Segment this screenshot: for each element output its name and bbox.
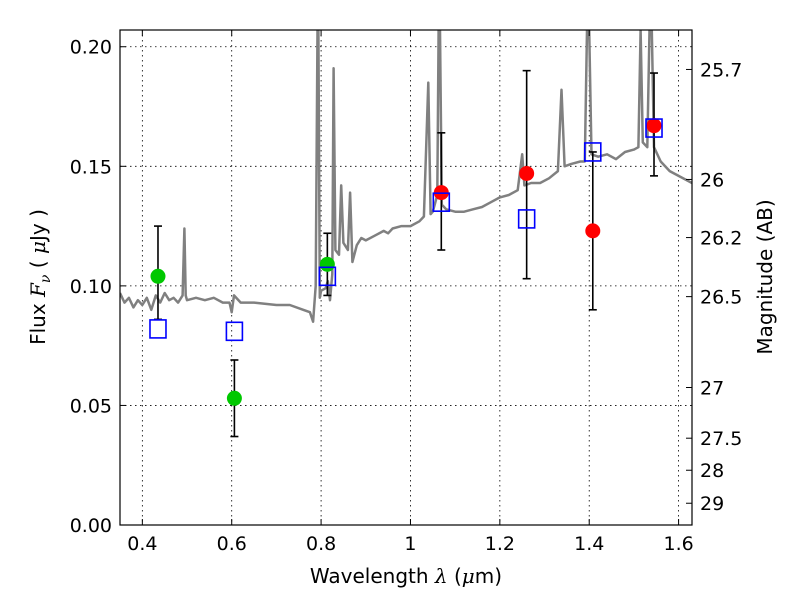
magnitude-tick-label: 26 [700, 169, 724, 191]
x-tick-label: 0.4 [127, 533, 157, 555]
y-tick-label: 0.10 [70, 276, 112, 298]
x-axis-label: Wavelength λ (μm) [310, 564, 502, 588]
data-point-circle [646, 118, 662, 134]
plot-frame [119, 29, 693, 526]
magnitude-tick-label: 25.7 [700, 59, 742, 81]
spectrum-line [120, 30, 692, 323]
model-point-square [318, 266, 337, 287]
y-tick-label: 0.20 [70, 37, 112, 59]
data-point-circle [519, 165, 535, 181]
data-point-circle [319, 256, 335, 272]
magnitude-tick-label: 26.2 [700, 228, 742, 250]
magnitude-tick-label: 28 [700, 460, 724, 482]
data-point-circle [150, 268, 166, 284]
y-tick-label: 0.00 [70, 515, 112, 537]
grid-lines [120, 30, 692, 526]
x-tick-label: 1.2 [485, 533, 515, 555]
secondary-y-axis-label: Magnitude (AB) [753, 199, 777, 354]
y-tick-label: 0.15 [70, 156, 112, 178]
axis-ticks: 0.4 0.6 0.8 1 1.2 1.4 1.6 0.00 0.05 0.10 0.15 0.20 2… [70, 30, 742, 555]
y-tick-label: 0.05 [70, 395, 112, 417]
y-axis-label: Flux Fν ( μJy ) [26, 209, 54, 345]
x-tick-label: 1.4 [574, 533, 604, 555]
magnitude-tick-label: 29 [700, 493, 724, 515]
x-tick-label: 0.6 [217, 533, 247, 555]
template-spectrum [120, 30, 692, 323]
magnitude-tick-label: 26.5 [700, 287, 742, 309]
x-tick-label: 0.8 [306, 533, 336, 555]
data-point-circle [226, 390, 242, 406]
model-point-square [645, 118, 663, 138]
data-markers [149, 118, 663, 406]
magnitude-tick-label: 27.5 [700, 428, 742, 450]
data-point-circle [585, 223, 601, 239]
model-point-square [149, 319, 167, 339]
model-point-square [225, 321, 244, 342]
error-bars [153, 69, 659, 438]
model-point-square [583, 142, 602, 162]
magnitude-tick-label: 27 [700, 378, 724, 400]
x-tick-label: 1.6 [663, 533, 693, 555]
model-point-square [517, 209, 536, 229]
model-point-square [432, 192, 451, 212]
x-tick-label: 1 [404, 533, 416, 555]
